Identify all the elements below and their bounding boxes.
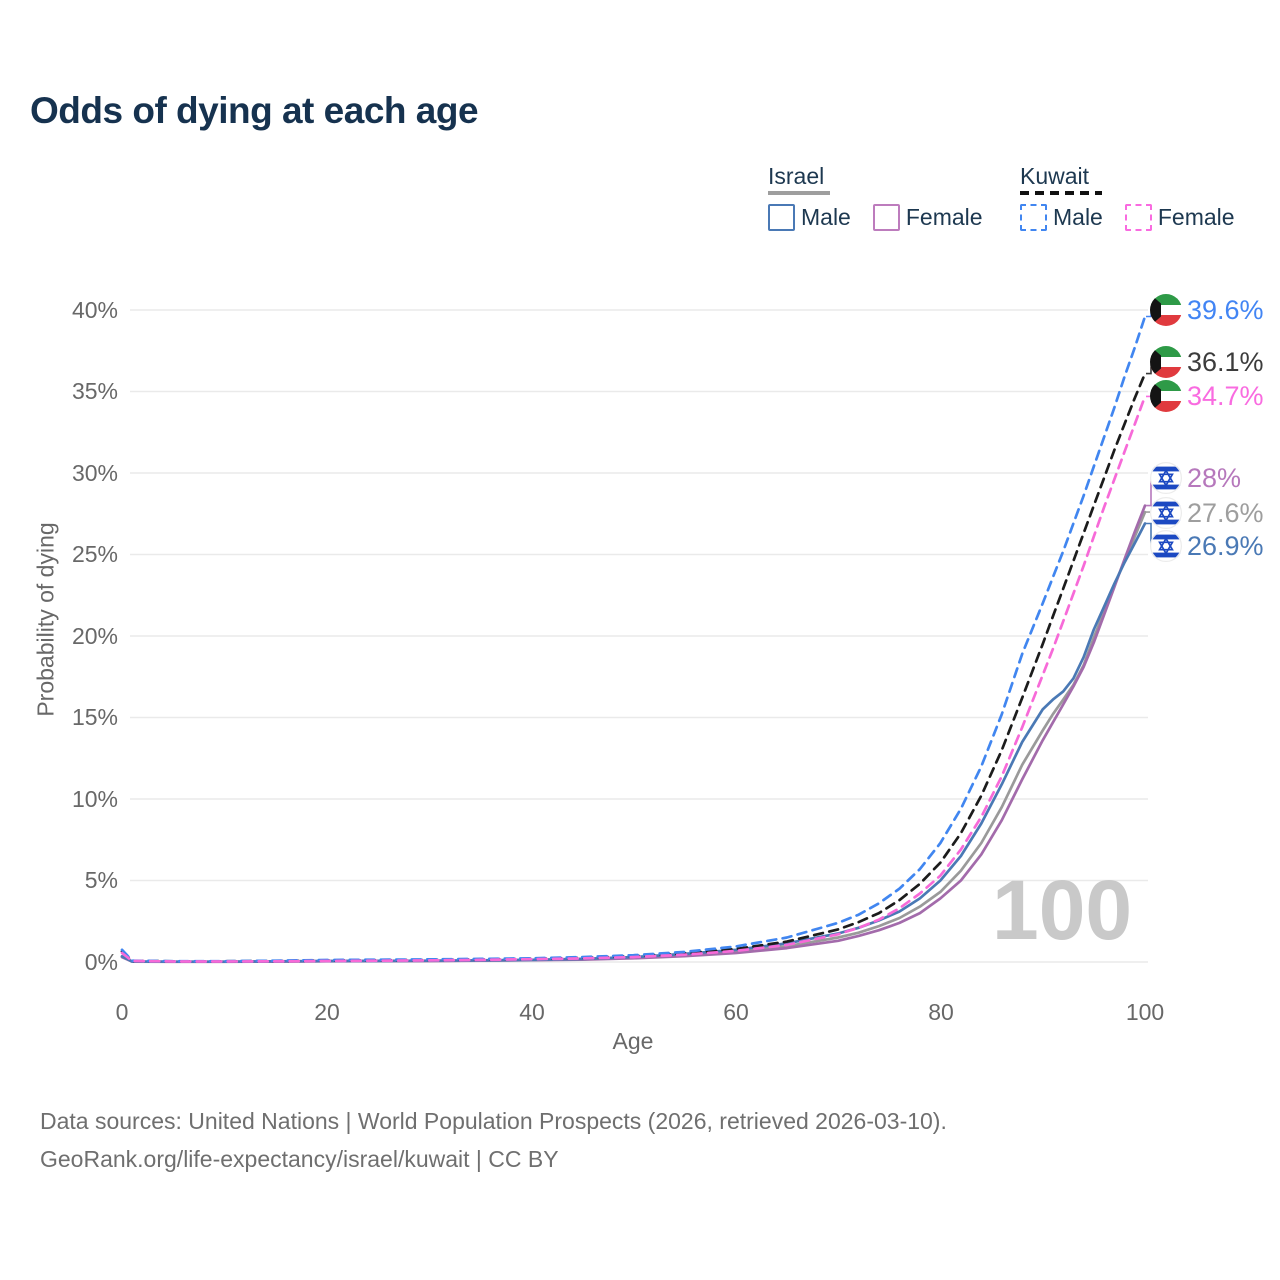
legend-swatch-israel-female xyxy=(872,204,900,231)
israel-flag-icon xyxy=(1150,462,1182,494)
y-tick-25: 25% xyxy=(71,541,118,567)
y-tick-10: 10% xyxy=(71,786,118,812)
legend-swatch-kuwait-female xyxy=(1124,204,1152,231)
end-value-label: 26.9% xyxy=(1187,531,1264,561)
x-tick-60: 60 xyxy=(723,999,749,1025)
footer-data-sources: Data sources: United Nations | World Pop… xyxy=(40,1108,947,1134)
legend-group-kuwait-title: Kuwait xyxy=(1020,163,1090,189)
legend-swatch-kuwait-male xyxy=(1020,204,1047,231)
y-tick-35: 35% xyxy=(71,378,118,404)
x-tick-80: 80 xyxy=(928,999,954,1025)
legend-group-israel-title: Israel xyxy=(768,163,825,189)
kuwait-flag-icon xyxy=(1150,346,1182,378)
legend-label-israel-female: Female xyxy=(905,204,983,230)
legend-label-israel-male: Male xyxy=(801,204,851,230)
series-line-kuwait-female xyxy=(120,395,1147,963)
israel-flag-icon xyxy=(1150,530,1182,562)
y-tick-20: 20% xyxy=(71,623,118,649)
x-tick-100: 100 xyxy=(1125,999,1165,1025)
x-tick-0: 0 xyxy=(115,999,129,1025)
y-tick-0: 0% xyxy=(84,949,118,975)
y-tick-30: 30% xyxy=(71,460,118,486)
end-value-label: 36.1% xyxy=(1187,347,1264,377)
footer-attribution: GeoRank.org/life-expectancy/israel/kuwai… xyxy=(40,1146,559,1172)
y-tick-5: 5% xyxy=(84,867,118,893)
israel-flag-icon xyxy=(1150,497,1182,529)
end-value-label: 27.6% xyxy=(1187,498,1264,528)
end-value-label: 39.6% xyxy=(1187,295,1264,325)
legend-kuwait-line-sample xyxy=(1020,191,1102,195)
y-axis-title: Probability of dying xyxy=(32,522,59,717)
end-value-label: 28% xyxy=(1187,463,1241,493)
legend-label-kuwait-female: Female xyxy=(1157,204,1235,230)
legend-swatch-israel-male xyxy=(768,204,795,231)
kuwait-flag-icon xyxy=(1150,380,1182,412)
y-tick-15: 15% xyxy=(71,704,118,730)
end-value-label: 34.7% xyxy=(1187,381,1264,411)
gridlines xyxy=(130,309,1148,963)
y-tick-40: 40% xyxy=(71,297,118,323)
x-tick-20: 20 xyxy=(314,999,340,1025)
x-tick-40: 40 xyxy=(519,999,545,1025)
legend-label-kuwait-male: Male xyxy=(1053,204,1103,230)
x-axis-title: Age xyxy=(612,1028,654,1054)
legend-israel-line-sample xyxy=(768,191,830,195)
page-title: Odds of dying at each age xyxy=(30,90,479,131)
legend-group-israel-items: Male Female xyxy=(768,204,983,231)
legend-group-kuwait-items: Male Female xyxy=(1020,204,1235,231)
end-annotations: 27.6% 28% 26.9% 36.1% 39.6% 34.7% xyxy=(1146,294,1264,562)
watermark-age-100: 100 xyxy=(992,863,1133,957)
series-lines xyxy=(120,315,1147,964)
kuwait-flag-icon xyxy=(1150,294,1182,326)
